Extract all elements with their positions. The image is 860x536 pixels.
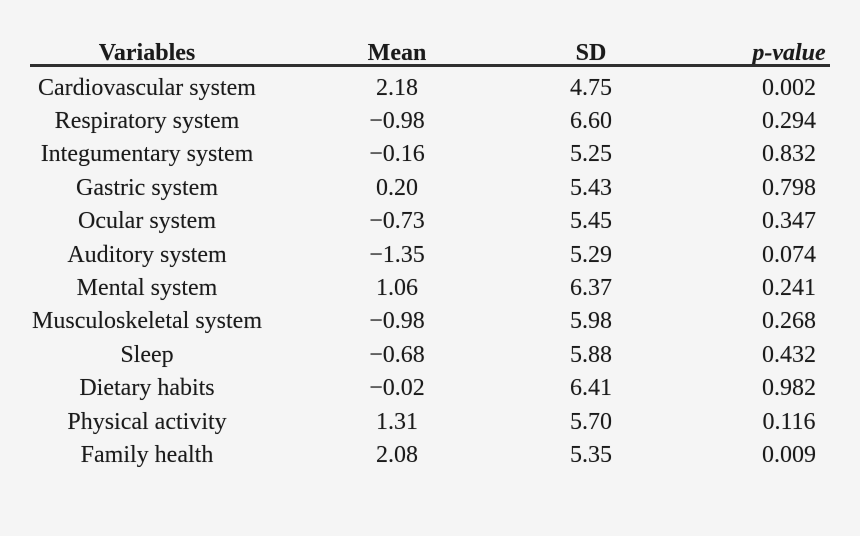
cell-sd: 5.43: [570, 174, 612, 201]
cell-mean: 1.31: [376, 408, 418, 435]
column-header-p-value: p-value: [752, 40, 826, 66]
cell-sd: 5.88: [570, 341, 612, 368]
cell-mean: 1.06: [376, 275, 418, 302]
cell-p-value: 0.074: [762, 241, 816, 268]
cell-mean: 2.18: [376, 74, 418, 101]
cell-mean: 2.08: [376, 441, 418, 468]
cell-variable: Ocular system: [78, 208, 216, 235]
cell-p-value: 0.798: [762, 174, 816, 201]
cell-p-value: 0.002: [762, 74, 816, 101]
cell-sd: 6.60: [570, 108, 612, 135]
cell-sd: 5.45: [570, 208, 612, 235]
cell-mean: −0.02: [369, 375, 425, 402]
cell-mean: −0.68: [369, 341, 425, 368]
table-row: Integumentary system −0.16 5.25 0.832: [0, 138, 860, 171]
cell-sd: 5.29: [570, 241, 612, 268]
cell-variable: Respiratory system: [54, 108, 240, 135]
cell-sd: 6.37: [570, 275, 612, 302]
cell-mean: −0.98: [369, 308, 425, 335]
cell-mean: −1.35: [369, 241, 425, 268]
table-header-row: Variables Mean SD p-value: [0, 40, 860, 66]
column-header-sd: SD: [575, 40, 607, 66]
cell-p-value: 0.009: [762, 441, 816, 468]
cell-mean: −0.98: [369, 108, 425, 135]
cell-variable: Gastric system: [76, 174, 218, 201]
cell-p-value: 0.268: [762, 308, 816, 335]
cell-p-value: 0.294: [762, 108, 816, 135]
cell-variable: Cardiovascular system: [38, 74, 256, 101]
cell-variable: Sleep: [120, 341, 174, 368]
cell-mean: −0.16: [369, 141, 425, 168]
table-row: Mental system 1.06 6.37 0.241: [0, 271, 860, 304]
cell-mean: −0.73: [369, 208, 425, 235]
cell-sd: 5.35: [570, 441, 612, 468]
cell-mean: 0.20: [376, 174, 418, 201]
cell-p-value: 0.241: [762, 275, 816, 302]
table-body: Cardiovascular system 2.18 4.75 0.002 Respir…: [0, 71, 860, 472]
cell-sd: 5.70: [570, 408, 612, 435]
cell-variable: Auditory system: [67, 241, 227, 268]
table-row: Physical activity 1.31 5.70 0.116: [0, 405, 860, 438]
cell-p-value: 0.432: [762, 341, 816, 368]
cell-variable: Dietary habits: [79, 375, 215, 402]
header-rule: [30, 64, 830, 67]
table-row: Musculoskeletal system −0.98 5.98 0.268: [0, 305, 860, 338]
cell-variable: Family health: [80, 441, 214, 468]
cell-p-value: 0.832: [762, 141, 816, 168]
table-row: Ocular system −0.73 5.45 0.347: [0, 205, 860, 238]
table-row: Dietary habits −0.02 6.41 0.982: [0, 372, 860, 405]
cell-sd: 4.75: [570, 74, 612, 101]
table-row: Auditory system −1.35 5.29 0.074: [0, 238, 860, 271]
column-header-mean: Mean: [367, 40, 427, 66]
cell-p-value: 0.116: [762, 408, 816, 435]
cell-p-value: 0.347: [762, 208, 816, 235]
table-row: Cardiovascular system 2.18 4.75 0.002: [0, 71, 860, 104]
cell-sd: 5.25: [570, 141, 612, 168]
table-row: Gastric system 0.20 5.43 0.798: [0, 171, 860, 204]
cell-p-value: 0.982: [762, 375, 816, 402]
table-row: Respiratory system −0.98 6.60 0.294: [0, 104, 860, 137]
cell-variable: Mental system: [76, 275, 218, 302]
cell-sd: 5.98: [570, 308, 612, 335]
cell-variable: Physical activity: [67, 408, 227, 435]
cell-variable: Integumentary system: [40, 141, 254, 168]
cell-variable: Musculoskeletal system: [32, 308, 262, 335]
table-row: Sleep −0.68 5.88 0.432: [0, 338, 860, 371]
column-header-variables: Variables: [98, 40, 196, 66]
table-row: Family health 2.08 5.35 0.009: [0, 438, 860, 471]
cell-sd: 6.41: [570, 375, 612, 402]
